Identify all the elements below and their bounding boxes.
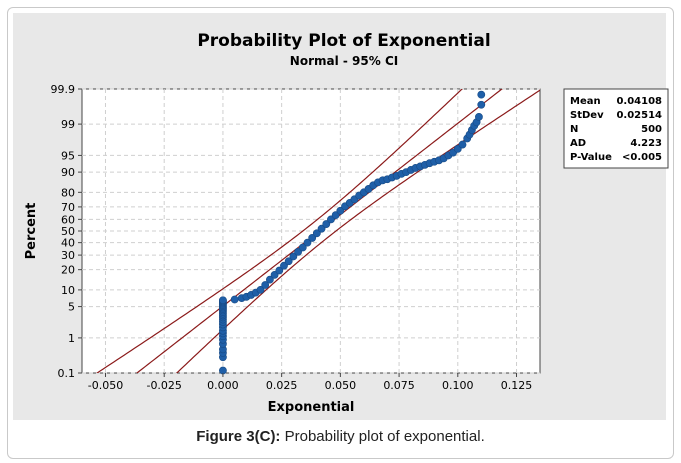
data-point [317,224,326,233]
data-point [458,140,467,149]
data-point [230,295,239,304]
y-tick-label: 90 [61,166,75,179]
ci-upper-line [175,89,540,373]
chart-subtitle: Normal - 95% CI [290,54,398,68]
x-tick-label: 0.025 [266,379,298,392]
data-point [475,112,483,121]
x-tick-label: 0.000 [207,379,239,392]
x-axis-ticks: -0.050 -0.025 0.000 0.025 0.050 0.075 0.100 0.1… [88,373,533,392]
data-point [289,252,298,261]
y-tick-label: 30 [61,249,75,262]
figure-caption: Figure 3(C): Probability plot of exponen… [0,428,681,445]
y-tick-label: 5 [68,301,75,314]
chart-title: Probability Plot of Exponential [197,31,490,51]
data-point [219,296,227,305]
stat-value: 4.223 [630,138,662,149]
data-point [308,234,317,242]
stat-value: 0.04108 [616,96,662,107]
y-tick-label: 99 [61,118,75,131]
data-point [312,229,321,238]
x-tick-label: -0.025 [146,379,181,392]
data-points [219,90,486,375]
y-tick-label: 99.9 [51,83,76,96]
y-tick-label: 10 [61,284,75,297]
y-axis-label: Percent [24,203,39,260]
x-tick-label: 0.125 [501,379,533,392]
data-point [298,243,307,252]
x-tick-label: 0.100 [442,379,474,392]
stats-box: Mean 0.04108 StDev 0.02514 N 500 AD 4.223 P-Valu… [563,88,669,169]
y-tick-label: 0.1 [58,367,76,380]
ci-lower-line [96,89,463,373]
x-axis-label: Exponential [268,400,355,415]
data-point [280,261,288,270]
y-tick-label: 40 [61,237,75,250]
data-point [303,238,312,247]
stat-value: 500 [641,124,662,135]
stat-label: Mean [570,96,601,107]
x-tick-label: 0.050 [325,379,357,392]
stat-label: StDev [570,110,604,121]
stat-label: N [570,124,578,135]
data-point [284,257,293,266]
data-point [477,100,486,109]
data-point [256,285,265,294]
data-point [265,275,274,284]
data-point [275,266,284,275]
caption-text: Probability plot of exponential. [280,428,485,445]
data-point [322,220,331,228]
stat-label: AD [570,138,586,149]
y-tick-label: 20 [61,264,75,277]
data-point [477,90,486,99]
y-tick-label: 50 [61,225,75,238]
caption-label: Figure 3(C): [196,428,281,445]
data-point [336,206,345,215]
grid [82,88,540,374]
y-tick-label: 60 [61,213,75,226]
data-point [261,281,270,289]
x-tick-label: 0.075 [383,379,415,392]
stat-label: P-Value [570,152,612,163]
stat-value: 0.02514 [616,110,662,121]
y-tick-label: 1 [68,332,75,345]
x-tick-label: -0.050 [88,379,123,392]
y-tick-label: 70 [61,201,75,214]
stat-value: <0.005 [622,152,662,163]
y-tick-label: 80 [61,186,75,199]
y-tick-label: 95 [61,149,75,162]
